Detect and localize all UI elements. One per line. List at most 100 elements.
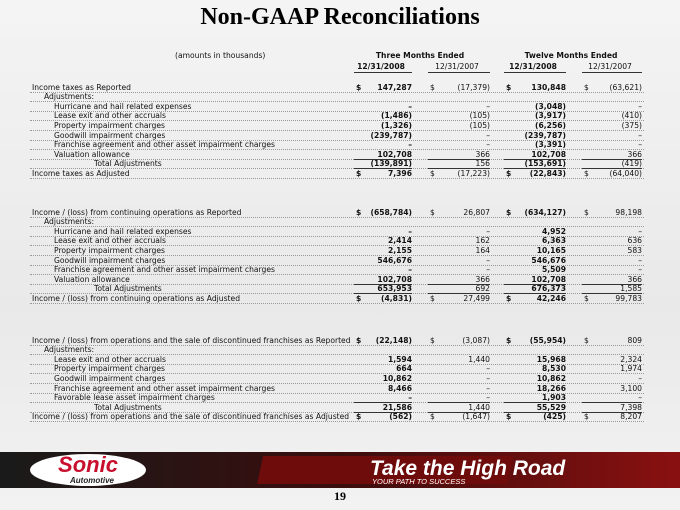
cell: –: [486, 140, 490, 150]
total-rule: [354, 158, 412, 160]
total-rule: [582, 402, 642, 404]
currency: $: [584, 207, 589, 217]
cell: 546,676: [377, 255, 412, 265]
currency: $: [506, 293, 512, 303]
currency: $: [430, 82, 435, 92]
total-rule: [582, 168, 642, 170]
total-rule: [354, 283, 412, 285]
row-label: Income / (loss) from continuing operatio…: [32, 207, 242, 217]
cell: –: [638, 130, 642, 140]
cell: 2,155: [387, 245, 412, 255]
cell: –: [408, 226, 412, 236]
total-rule: [582, 293, 642, 295]
currency: $: [356, 412, 362, 422]
total-rule: [354, 293, 412, 295]
row-label: Lease exit and other accruals: [54, 236, 167, 246]
row-label: Property impairment charges: [54, 120, 165, 130]
cell: (139,891): [370, 159, 412, 169]
cell: –: [486, 130, 490, 140]
cell: (153,691): [524, 159, 566, 169]
total-rule: [504, 402, 566, 404]
cell: (105): [469, 120, 490, 130]
cell: (239,787): [370, 130, 412, 140]
row-rule: [30, 345, 644, 356]
currency: $: [430, 335, 435, 345]
cell: 692: [475, 284, 491, 294]
row-rule: [30, 207, 644, 218]
row-label: Valuation allowance: [54, 149, 130, 159]
cell: (6,256): [535, 120, 566, 130]
row-rule: [30, 149, 644, 160]
row-label: Lease exit and other accruals: [54, 111, 167, 121]
cell: –: [486, 393, 490, 403]
cell: 366: [627, 149, 643, 159]
currency: $: [356, 168, 362, 178]
logo-sub: Automotive: [69, 476, 115, 485]
row-label: Hurricane and hail related expenses: [54, 101, 192, 111]
total-rule: [354, 402, 412, 404]
total-rule: [504, 411, 566, 413]
cell: 2,324: [620, 354, 642, 364]
cell: (375): [621, 120, 642, 130]
currency: $: [430, 412, 435, 422]
logo: Sonic: [58, 452, 118, 477]
row-label: Franchise agreement and other asset impa…: [54, 265, 275, 275]
row-rule: [30, 236, 644, 247]
column-header: 12/31/2007: [588, 62, 632, 71]
total-rule: [428, 158, 490, 160]
row-rule: [30, 354, 644, 365]
title: Non-GAAP Reconciliations: [200, 4, 480, 30]
total-rule: [504, 293, 566, 295]
adjustments-label: Adjustments:: [44, 92, 95, 102]
row-label: Hurricane and hail related expenses: [54, 226, 192, 236]
slogan: YOUR PATH TO SUCCESS: [372, 477, 465, 486]
cell: (64,040): [609, 168, 643, 178]
cell: 3,100: [620, 383, 642, 393]
row-rule: [30, 168, 644, 179]
cell: 4,952: [541, 226, 566, 236]
row-label: Total Adjustments: [94, 159, 162, 169]
row-rule: [30, 92, 644, 103]
cell: (1,647): [462, 412, 490, 422]
cell: 1,440: [468, 354, 490, 364]
total-rule: [428, 168, 490, 170]
logo-oval: [30, 454, 146, 486]
cell: 8,466: [387, 383, 412, 393]
currency: $: [506, 412, 512, 422]
cell: –: [638, 373, 642, 383]
cell: 147,287: [377, 82, 412, 92]
cell: –: [486, 255, 490, 265]
row-rule: [30, 274, 644, 285]
total-rule: [504, 158, 566, 160]
cell: 1,974: [620, 364, 642, 374]
cell: 7,398: [620, 402, 642, 412]
total-rule: [428, 293, 490, 295]
row-label: Income taxes as Reported: [32, 82, 131, 92]
cell: 1,594: [387, 354, 412, 364]
cell: –: [638, 265, 642, 275]
row-label: Income / (loss) from operations and the …: [32, 412, 350, 422]
group-header: Twelve Months Ended: [524, 51, 618, 60]
cell: (17,223): [457, 168, 491, 178]
currency: $: [430, 293, 435, 303]
currency: $: [430, 207, 435, 217]
tagline-box: [257, 456, 514, 484]
cell: 102,708: [531, 149, 566, 159]
cell: 546,676: [531, 255, 566, 265]
cell: 26,807: [463, 207, 490, 217]
currency: $: [356, 207, 362, 217]
row-label: Lease exit and other accruals: [54, 354, 167, 364]
currency: $: [356, 335, 362, 345]
cell: 8,530: [541, 364, 566, 374]
currency: $: [584, 335, 589, 345]
adjustments-label: Adjustments:: [44, 345, 95, 355]
row-rule: [30, 364, 644, 375]
total-rule: [504, 168, 566, 170]
currency: $: [584, 168, 589, 178]
total-rule: [504, 283, 566, 285]
cell: (419): [621, 159, 642, 169]
footer-band: [0, 452, 680, 488]
cell: –: [408, 140, 412, 150]
cell: (634,127): [524, 207, 566, 217]
